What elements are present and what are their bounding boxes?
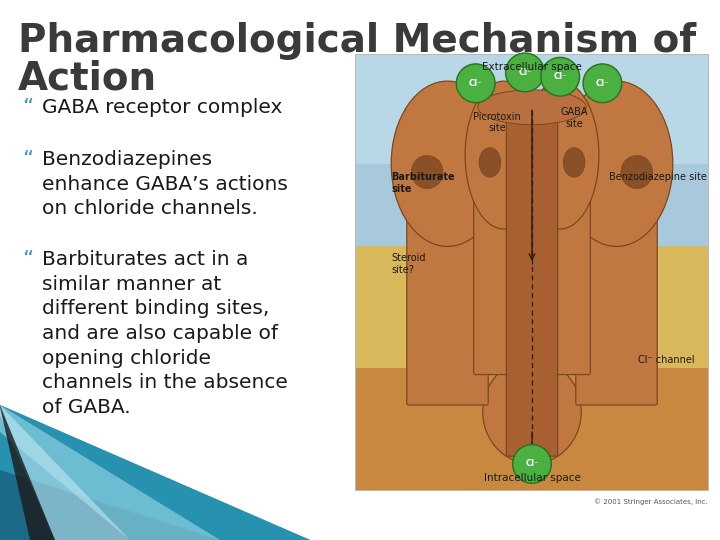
Circle shape: [505, 53, 544, 92]
FancyBboxPatch shape: [506, 106, 557, 456]
Text: “: “: [22, 98, 33, 118]
Text: Benzodiazepines
enhance GABA’s actions
on chloride channels.: Benzodiazepines enhance GABA’s actions o…: [42, 150, 288, 218]
Polygon shape: [0, 405, 220, 540]
Text: Picrotoxin
site: Picrotoxin site: [473, 112, 521, 133]
Text: Steroid
site?: Steroid site?: [391, 253, 426, 274]
Polygon shape: [0, 405, 55, 540]
FancyBboxPatch shape: [356, 55, 708, 490]
Ellipse shape: [479, 147, 500, 177]
FancyBboxPatch shape: [356, 55, 708, 246]
Text: Cl⁻: Cl⁻: [554, 72, 567, 81]
Text: GABA
site: GABA site: [560, 107, 588, 129]
Text: Extracellular space: Extracellular space: [482, 62, 582, 71]
FancyBboxPatch shape: [356, 55, 708, 164]
Circle shape: [583, 64, 622, 103]
Ellipse shape: [478, 90, 586, 125]
Text: Cl⁻ channel: Cl⁻ channel: [638, 355, 694, 365]
Ellipse shape: [563, 147, 585, 177]
Circle shape: [513, 444, 552, 483]
Text: Cl⁻: Cl⁻: [526, 460, 539, 468]
Text: © 2001 Stringer Associates, Inc.: © 2001 Stringer Associates, Inc.: [594, 498, 708, 505]
Text: Benzodiazepine site: Benzodiazepine site: [609, 172, 707, 183]
Text: Cl⁻: Cl⁻: [595, 79, 609, 88]
FancyBboxPatch shape: [530, 131, 590, 375]
Ellipse shape: [411, 156, 443, 188]
Text: Pharmacological Mechanism of: Pharmacological Mechanism of: [18, 22, 696, 60]
Text: Intracellular space: Intracellular space: [484, 474, 580, 483]
Circle shape: [541, 57, 580, 96]
Ellipse shape: [465, 81, 543, 229]
Circle shape: [456, 64, 495, 103]
Polygon shape: [0, 405, 130, 540]
Ellipse shape: [391, 81, 504, 246]
Polygon shape: [0, 405, 310, 540]
Ellipse shape: [521, 81, 599, 229]
Text: Barbiturates act in a
similar manner at
different binding sites,
and are also ca: Barbiturates act in a similar manner at …: [42, 250, 288, 417]
Text: Action: Action: [18, 60, 157, 98]
FancyBboxPatch shape: [576, 140, 657, 405]
FancyBboxPatch shape: [356, 246, 708, 368]
Text: “: “: [22, 150, 33, 170]
FancyBboxPatch shape: [474, 131, 534, 375]
Text: GABA receptor complex: GABA receptor complex: [42, 98, 282, 117]
Polygon shape: [0, 405, 310, 540]
Ellipse shape: [482, 360, 581, 464]
Ellipse shape: [560, 81, 672, 246]
Text: “: “: [22, 250, 33, 270]
FancyBboxPatch shape: [407, 140, 488, 405]
Text: Barbiturate
site: Barbiturate site: [391, 172, 455, 194]
FancyBboxPatch shape: [356, 368, 708, 490]
Text: Cl⁻: Cl⁻: [469, 79, 482, 88]
Ellipse shape: [621, 156, 652, 188]
Text: Cl⁻: Cl⁻: [518, 68, 531, 77]
